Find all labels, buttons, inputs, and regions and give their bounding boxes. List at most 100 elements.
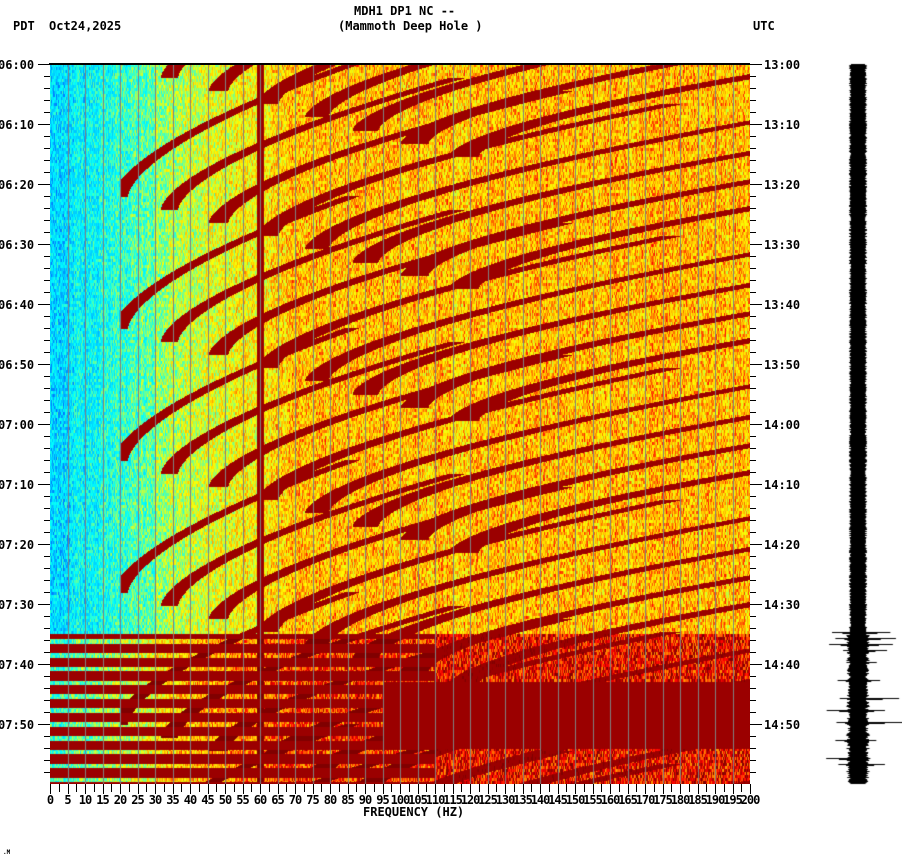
y-tick-right — [750, 256, 756, 257]
y-tick-right — [750, 136, 756, 137]
x-tick — [601, 784, 602, 792]
y-tick-right — [750, 568, 756, 569]
y-tick-right — [750, 316, 756, 317]
y-tick-label-left: 07:20 — [0, 538, 35, 552]
x-tick-label: 90 — [358, 793, 372, 807]
x-tick-label: 165 — [618, 793, 638, 807]
x-tick — [628, 784, 629, 794]
y-tick-left — [44, 220, 50, 221]
y-tick-label-left: 06:50 — [0, 358, 35, 372]
x-tick — [260, 784, 261, 794]
x-tick-label: 110 — [425, 793, 446, 807]
x-tick — [444, 784, 445, 792]
right-timezone-label: UTC — [753, 19, 775, 33]
x-tick-label: 15 — [96, 793, 109, 807]
x-tick — [356, 784, 357, 792]
y-tick-right — [750, 592, 756, 593]
x-tick-label: 20 — [113, 793, 127, 807]
x-tick — [111, 784, 112, 792]
y-tick-right — [750, 472, 756, 473]
x-tick — [575, 784, 576, 794]
y-tick-left — [44, 436, 50, 437]
x-tick — [173, 784, 174, 794]
x-tick — [269, 784, 270, 792]
x-tick-label: 190 — [705, 793, 726, 807]
x-tick — [208, 784, 209, 794]
y-tick-label-right: 14:20 — [764, 538, 801, 552]
x-tick — [680, 784, 681, 794]
y-tick-left — [44, 172, 50, 173]
x-tick — [50, 784, 51, 794]
y-tick-left — [44, 328, 50, 329]
y-tick-left — [44, 268, 50, 269]
y-tick-right — [750, 352, 756, 353]
x-tick-label: 55 — [236, 793, 249, 807]
y-tick-right — [750, 220, 756, 221]
y-tick-right — [750, 244, 762, 245]
y-tick-right — [750, 460, 756, 461]
y-tick-right — [750, 112, 756, 113]
y-tick-right — [750, 544, 762, 545]
y-tick-left — [44, 160, 50, 161]
y-tick-left — [44, 556, 50, 557]
y-tick-label-right: 14:00 — [764, 418, 801, 432]
x-tick-label: 155 — [583, 793, 603, 807]
y-tick-left — [44, 628, 50, 629]
y-tick-left — [44, 700, 50, 701]
x-tick-label: 120 — [460, 793, 481, 807]
x-tick — [496, 784, 497, 792]
x-tick — [523, 784, 524, 794]
y-tick-left — [38, 304, 50, 305]
x-tick-label: 65 — [271, 793, 284, 807]
x-tick — [645, 784, 646, 794]
x-tick — [400, 784, 401, 794]
y-tick-left — [44, 136, 50, 137]
x-tick-label: 195 — [723, 793, 743, 807]
y-tick-left — [38, 244, 50, 245]
x-tick — [251, 784, 252, 792]
left-timezone-label: PDT — [13, 19, 35, 33]
y-tick-right — [750, 484, 762, 485]
x-tick — [593, 784, 594, 794]
y-tick-left — [44, 280, 50, 281]
y-tick-left — [44, 520, 50, 521]
x-tick — [243, 784, 244, 794]
x-tick — [610, 784, 611, 794]
x-tick — [715, 784, 716, 794]
x-tick-label: 85 — [341, 793, 354, 807]
x-tick — [155, 784, 156, 794]
y-tick-label-left: 06:00 — [0, 58, 35, 72]
y-tick-left — [38, 364, 50, 365]
x-tick — [706, 784, 707, 792]
x-tick-label: 50 — [218, 793, 232, 807]
y-tick-right — [750, 184, 762, 185]
y-tick-left — [44, 208, 50, 209]
x-tick — [59, 784, 60, 792]
y-tick-right — [750, 580, 756, 581]
y-tick-left — [38, 604, 50, 605]
y-tick-right — [750, 64, 762, 65]
x-tick — [190, 784, 191, 794]
x-tick-label: 180 — [670, 793, 691, 807]
x-tick — [85, 784, 86, 794]
x-tick — [374, 784, 375, 792]
x-tick-label: 130 — [495, 793, 516, 807]
x-tick — [146, 784, 147, 792]
y-tick-label-right: 14:40 — [764, 658, 801, 672]
x-tick — [488, 784, 489, 794]
x-tick — [540, 784, 541, 794]
y-tick-label-left: 06:10 — [0, 118, 35, 132]
y-tick-right — [750, 76, 756, 77]
y-tick-left — [44, 712, 50, 713]
y-tick-right — [750, 760, 756, 761]
y-tick-label-left: 06:20 — [0, 178, 35, 192]
x-tick-label: 175 — [653, 793, 673, 807]
x-tick — [138, 784, 139, 794]
x-tick-label: 170 — [635, 793, 656, 807]
x-tick-label: 5 — [64, 793, 71, 807]
y-tick-left — [44, 688, 50, 689]
y-tick-right — [750, 664, 762, 665]
y-tick-left — [44, 652, 50, 653]
spectrogram-plot — [50, 64, 750, 784]
x-tick — [409, 784, 410, 792]
